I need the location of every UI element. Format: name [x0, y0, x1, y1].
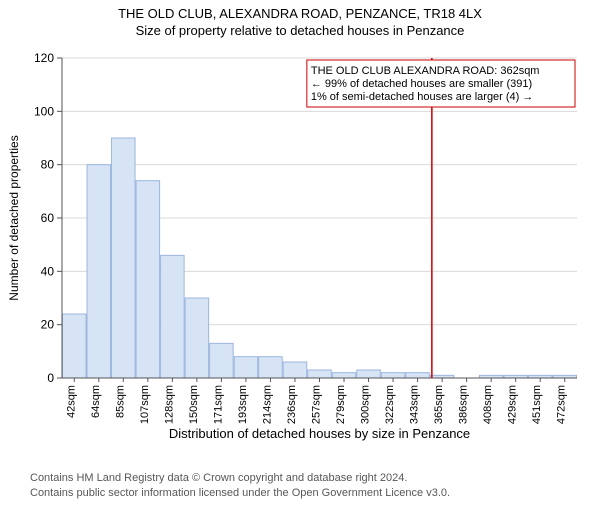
bar	[63, 314, 87, 378]
x-tick-label: 214sqm	[261, 385, 273, 424]
x-tick-label: 171sqm	[212, 385, 224, 424]
annotation-line: 1% of semi-detached houses are larger (4…	[311, 91, 534, 103]
bar	[332, 373, 356, 378]
bar	[87, 165, 111, 378]
page-title: THE OLD CLUB, ALEXANDRA ROAD, PENZANCE, …	[0, 6, 600, 21]
bar	[234, 357, 258, 378]
x-tick-label: 150sqm	[188, 385, 200, 424]
bar	[406, 373, 430, 378]
x-tick-label: 279sqm	[335, 385, 347, 424]
x-tick-label: 386sqm	[458, 385, 470, 424]
attribution-line-1: Contains HM Land Registry data © Crown c…	[30, 471, 450, 485]
y-tick-label: 120	[34, 51, 54, 65]
x-tick-label: 322sqm	[384, 385, 396, 424]
x-tick-label: 343sqm	[409, 385, 421, 424]
bar	[259, 357, 283, 378]
bar	[283, 362, 307, 378]
x-tick-label: 107sqm	[139, 385, 151, 424]
y-tick-label: 0	[47, 371, 54, 385]
x-tick-label: 236sqm	[286, 385, 298, 424]
x-tick-label: 257sqm	[311, 385, 323, 424]
bar	[381, 373, 405, 378]
bar	[308, 370, 332, 378]
x-tick-label: 472sqm	[556, 385, 568, 424]
y-tick-label: 20	[41, 318, 55, 332]
annotation-line: ← 99% of detached houses are smaller (39…	[311, 78, 532, 90]
x-tick-label: 408sqm	[482, 385, 494, 424]
x-tick-label: 429sqm	[507, 385, 519, 424]
x-tick-label: 128sqm	[163, 385, 175, 424]
x-tick-label: 42sqm	[65, 385, 77, 418]
annotation-line: THE OLD CLUB ALEXANDRA ROAD: 362sqm	[311, 65, 540, 77]
x-tick-label: 451sqm	[531, 385, 543, 424]
x-tick-label: 85sqm	[114, 385, 126, 418]
page-subtitle: Size of property relative to detached ho…	[0, 23, 600, 38]
attribution: Contains HM Land Registry data © Crown c…	[30, 471, 450, 500]
y-tick-label: 40	[41, 264, 55, 278]
y-tick-label: 80	[41, 158, 55, 172]
bar	[161, 255, 185, 378]
x-tick-label: 64sqm	[90, 385, 102, 418]
x-tick-label: 300sqm	[360, 385, 372, 424]
bar	[210, 343, 234, 378]
bar	[136, 181, 160, 378]
attribution-line-2: Contains public sector information licen…	[30, 486, 450, 500]
y-tick-label: 60	[41, 211, 55, 225]
bar	[357, 370, 381, 378]
y-tick-label: 100	[34, 104, 54, 118]
chart-container: 0 20 40 60 80 100 120 42sqm 64sqm 85sqm 107sqm 128s…	[0, 48, 600, 443]
x-axis-label: Distribution of detached houses by size …	[169, 426, 470, 441]
y-axis-label: Number of detached properties	[7, 135, 21, 300]
bar	[185, 298, 209, 378]
x-tick-label: 365sqm	[433, 385, 445, 424]
histogram-chart: 0 20 40 60 80 100 120 42sqm 64sqm 85sqm 107sqm 128s…	[0, 48, 600, 443]
x-tick-label: 193sqm	[237, 385, 249, 424]
bar	[112, 138, 136, 378]
